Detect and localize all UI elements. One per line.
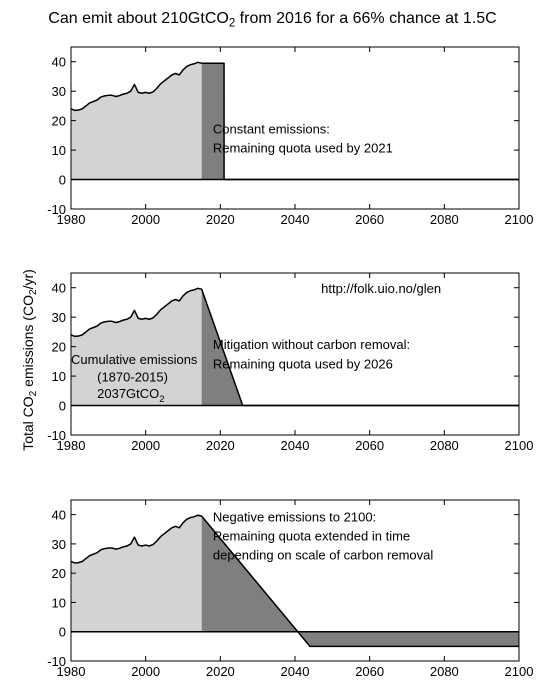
emissions-line	[70, 61, 519, 181]
annotation: Remaining quota extended in time	[213, 529, 410, 544]
y-tick-label: 40	[52, 55, 66, 70]
y-tick-label: 0	[59, 173, 66, 188]
x-tick-label: 2080	[430, 664, 459, 679]
chart-panel-3: 1980 2000 2020 2040 2060 2080 2100 -10 0 10 20 30 40…	[47, 499, 534, 679]
y-tick-label: 20	[52, 566, 66, 581]
y-tick-label: -10	[47, 654, 66, 669]
annotation: Remaining quota used by 2021	[213, 141, 393, 156]
negative-emissions-area	[309, 631, 519, 647]
y-tick-label: 30	[52, 84, 66, 99]
emissions-line	[70, 287, 519, 407]
y-tick-label: 20	[52, 114, 66, 129]
x-tick-label: 2100	[505, 664, 534, 679]
title-subscript: 2	[228, 17, 236, 30]
historical-emissions-area	[71, 515, 202, 632]
x-tick-label: 2060	[355, 438, 384, 453]
x-tick-label: 2000	[131, 664, 160, 679]
x-tick-label: 2020	[206, 438, 235, 453]
remaining-quota-area	[201, 63, 225, 180]
x-tick-label: 2020	[206, 664, 235, 679]
annotation: 2037GtCO2	[97, 386, 164, 405]
annotation: Negative emissions to 2100:	[213, 510, 376, 525]
y-tick-label: 0	[59, 399, 66, 414]
y-tick-label: -10	[47, 202, 66, 217]
y-tick-label: 30	[52, 537, 66, 552]
annotation: http://folk.uio.no/glen	[321, 281, 441, 296]
x-tick-label: 2000	[131, 438, 160, 453]
x-tick-label: 1980	[57, 212, 86, 227]
x-tick-label: 2040	[281, 438, 310, 453]
title-text: Can emit about 210GtCO	[48, 10, 229, 27]
annotation: (1870-2015)	[97, 370, 168, 385]
annotation: Mitigation without carbon removal:	[213, 337, 410, 352]
x-tick-label: 2080	[430, 438, 459, 453]
x-tick-label: 2020	[206, 212, 235, 227]
chart-panel-1: 1980 2000 2020 2040 2060 2080 2100 -10 0 10 20 30 40…	[47, 46, 534, 227]
figure-title: Can emit about 210GtCO2 from 2016 for a …	[0, 10, 545, 30]
x-tick-label: 2060	[355, 212, 384, 227]
x-tick-label: 2040	[281, 212, 310, 227]
x-tick-label: 2100	[505, 438, 534, 453]
x-tick-label: 2060	[355, 664, 384, 679]
y-tick-label: 10	[52, 369, 66, 384]
annotation: Cumulative emissions	[71, 352, 198, 367]
x-tick-label: 1980	[57, 438, 86, 453]
y-tick-label: 40	[52, 281, 66, 296]
y-tick-label: 20	[52, 340, 66, 355]
y-tick-label: -10	[47, 428, 66, 443]
title-text-end: from 2016 for a 66% chance at 1.5C	[235, 10, 497, 27]
x-tick-label: 2000	[131, 212, 160, 227]
y-tick-label: 40	[52, 508, 66, 523]
y-tick-label: 30	[52, 310, 66, 325]
emissions-line	[70, 514, 519, 648]
historical-emissions-area	[71, 62, 202, 180]
y-tick-label: 10	[52, 595, 66, 610]
historical-emissions-area	[71, 288, 202, 406]
x-tick-label: 2080	[430, 212, 459, 227]
x-tick-label: 2100	[505, 212, 534, 227]
y-tick-label: 10	[52, 143, 66, 158]
x-tick-label: 1980	[57, 664, 86, 679]
annotation-subscript: 2	[159, 394, 164, 405]
annotation: Remaining quota used by 2026	[213, 356, 393, 371]
annotation: Constant emissions:	[213, 121, 330, 136]
y-tick-label: 0	[59, 625, 66, 640]
chart-panel-2: 1980 2000 2020 2040 2060 2080 2100 -10 0 10 20 30 40…	[47, 272, 534, 453]
x-tick-label: 2040	[281, 664, 310, 679]
annotation: depending on scale of carbon removal	[213, 548, 434, 563]
